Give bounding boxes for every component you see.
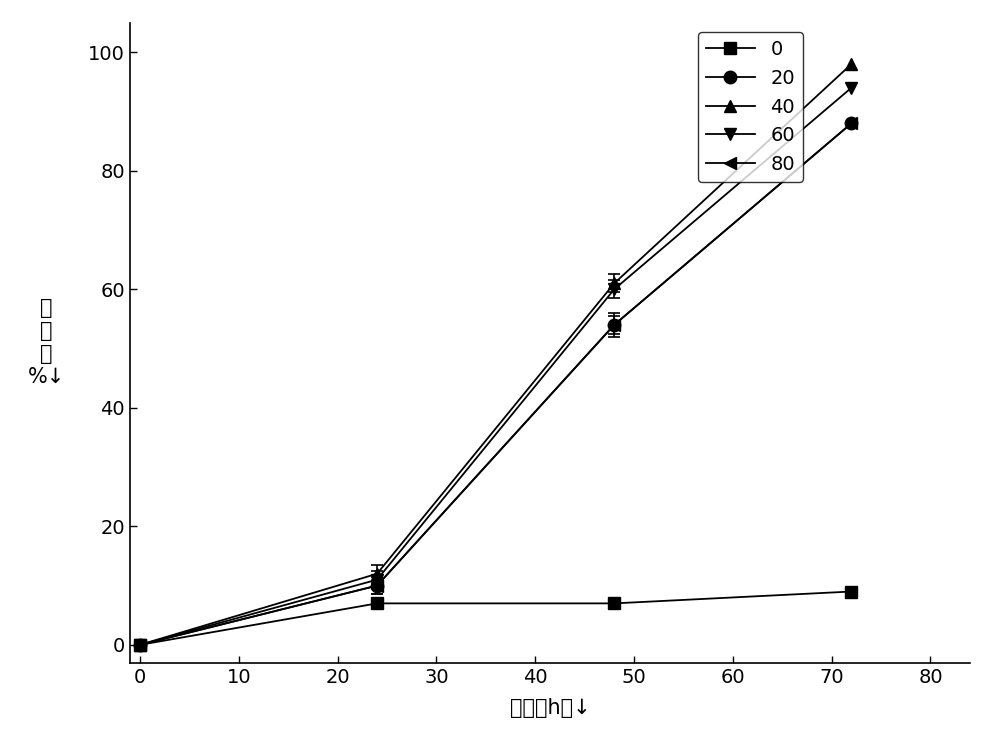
20 [134, 640, 146, 649]
40 [371, 569, 383, 578]
X-axis label: 时间（h）↓: 时间（h）↓ [510, 697, 590, 718]
0 [371, 599, 383, 608]
80 [371, 581, 383, 590]
Line: 0: 0 [134, 585, 858, 651]
20 [608, 320, 620, 329]
Line: 40: 40 [134, 58, 858, 651]
20 [371, 581, 383, 590]
60 [845, 84, 857, 93]
Line: 80: 80 [134, 117, 858, 651]
40 [845, 59, 857, 69]
80 [134, 640, 146, 649]
40 [608, 279, 620, 288]
40 [134, 640, 146, 649]
0 [134, 640, 146, 649]
0 [608, 599, 620, 608]
60 [371, 575, 383, 584]
80 [845, 119, 857, 128]
Line: 60: 60 [134, 81, 858, 651]
60 [608, 285, 620, 294]
80 [608, 320, 620, 329]
20 [845, 119, 857, 128]
0 [845, 587, 857, 596]
60 [134, 640, 146, 649]
Legend: 0, 20, 40, 60, 80: 0, 20, 40, 60, 80 [698, 32, 803, 181]
Line: 20: 20 [134, 117, 858, 651]
Y-axis label: 转
化
率
%↓: 转 化 率 %↓ [28, 298, 65, 387]
